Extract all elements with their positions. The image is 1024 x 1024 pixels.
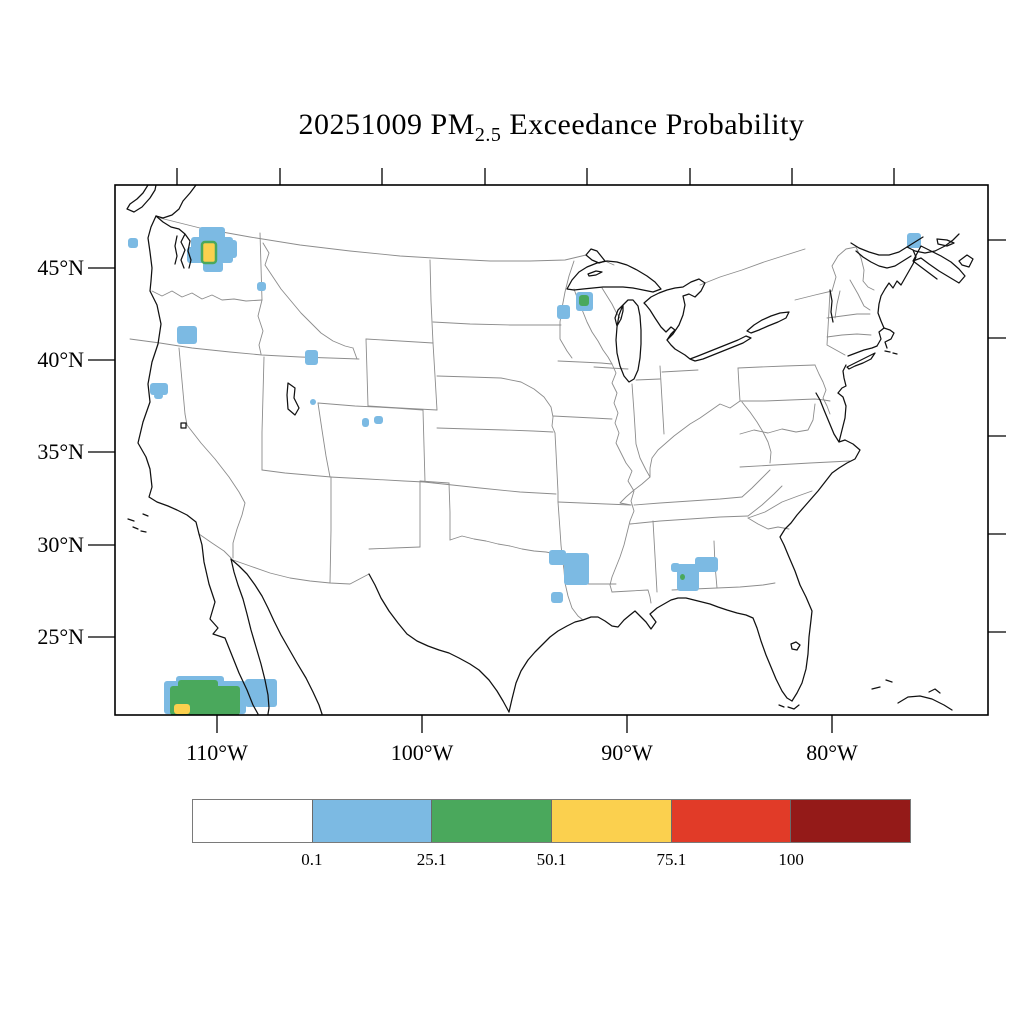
exceedance-overlays: [128, 227, 921, 715]
lon-tick-label: 100°W: [390, 740, 454, 765]
overlay-nca-blob: [150, 383, 168, 399]
colorbar-boundary-label: 0.1: [301, 850, 323, 869]
colorbar-segment: [551, 800, 671, 842]
overlay-co-spots: [362, 416, 383, 427]
axis-ticks: [88, 168, 1006, 733]
overlay-or-blob: [177, 326, 197, 344]
colorbar-segment: [431, 800, 552, 842]
map-frame: [114, 184, 989, 716]
title-prefix: 20251009 PM: [298, 108, 475, 141]
lat-tick-label: 30°N: [37, 532, 84, 557]
colorbar-boundary-label: 50.1: [536, 850, 567, 869]
colorbar-segment: [193, 800, 312, 842]
lat-tick-label: 45°N: [37, 255, 84, 280]
lat-tick-label: 35°N: [37, 439, 84, 464]
title-subscript: 2.5: [474, 124, 502, 146]
figure-title: 20251009 PM2.5 Exceedance Probability: [115, 108, 988, 147]
overlay-mx-core: [174, 704, 190, 714]
lon-tick-label: 90°W: [601, 740, 653, 765]
overlay-wa-coast-spot: [128, 238, 138, 248]
state-borders: [129, 217, 875, 621]
overlay-gaal-core: [680, 574, 685, 580]
colorbar-segment: [790, 800, 911, 842]
colorbar: [192, 799, 911, 843]
overlay-gaal-blob: [671, 557, 718, 591]
overlay-txla-blob: [549, 550, 589, 603]
overlay-id-blob: [305, 350, 318, 365]
lat-tick-label: 40°N: [37, 347, 84, 372]
colorbar-segment: [670, 800, 791, 842]
map-area: [126, 185, 974, 715]
overlay-ut-spot: [310, 399, 316, 405]
title-suffix: Exceedance Probability: [501, 108, 805, 141]
lat-tick-label: 25°N: [37, 624, 84, 649]
colorbar-boundary-label: 100: [778, 850, 804, 869]
overlay-wi-core: [579, 295, 589, 306]
lon-tick-label: 110°W: [186, 740, 248, 765]
colorbar-boundary-label: 25.1: [416, 850, 447, 869]
colorbar-segment: [311, 800, 432, 842]
overlay-wa-core: [200, 240, 218, 265]
overlay-mn-spot: [557, 305, 570, 319]
overlay-or-east-spot: [257, 282, 266, 291]
overlay-baja-blob: [245, 679, 277, 707]
coastlines: [126, 185, 974, 715]
lon-tick-label: 80°W: [806, 740, 858, 765]
colorbar-boundary-label: 75.1: [656, 850, 687, 869]
